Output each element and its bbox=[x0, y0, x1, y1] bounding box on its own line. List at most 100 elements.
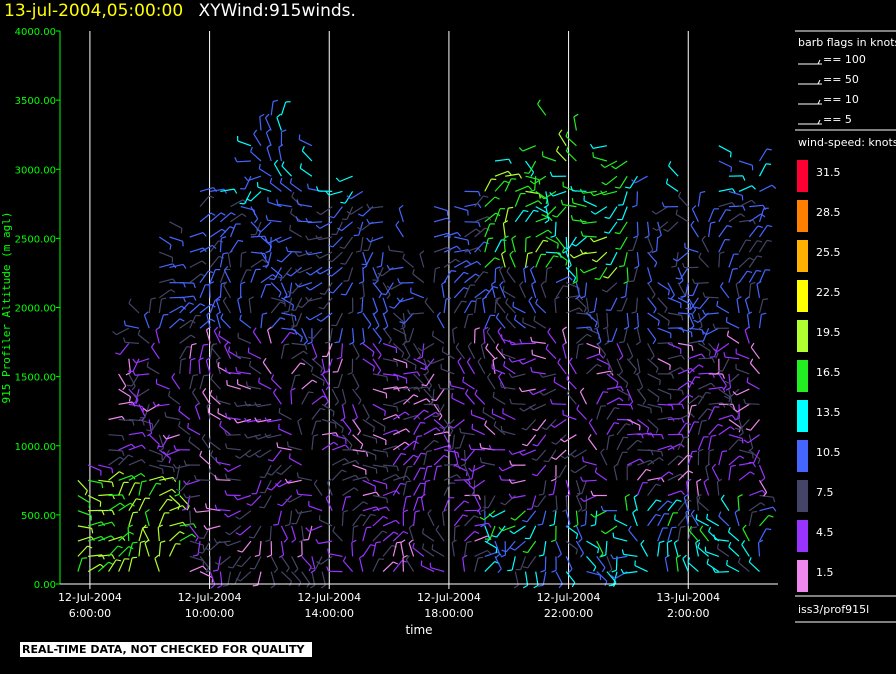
wind-barb-flag bbox=[508, 339, 513, 345]
wind-barb-flag bbox=[508, 450, 513, 455]
wind-barb-staff bbox=[188, 440, 201, 451]
wind-barb-staff bbox=[158, 498, 168, 512]
wind-barb-flag bbox=[570, 453, 575, 458]
wind-barb-flag bbox=[509, 460, 513, 466]
wind-barb-flag bbox=[334, 401, 339, 406]
wind-barb-staff bbox=[728, 373, 740, 384]
wind-barb-staff bbox=[343, 236, 354, 249]
wind-barb-flag bbox=[455, 342, 460, 348]
wind-barb-staff bbox=[572, 219, 587, 223]
wind-barb-staff bbox=[616, 388, 630, 397]
wind-barb-staff bbox=[323, 297, 333, 310]
wind-barb-staff bbox=[626, 458, 641, 466]
wind-barb-flag bbox=[599, 575, 602, 581]
wind-barb-flag bbox=[691, 313, 695, 319]
wind-barb-flag bbox=[264, 417, 269, 423]
wind-barb-flag bbox=[374, 279, 379, 285]
wind-barb-staff bbox=[402, 312, 406, 327]
wind-barb-staff bbox=[189, 510, 192, 525]
wind-barb-flag bbox=[482, 296, 488, 300]
wind-barb-flag bbox=[325, 190, 330, 196]
wind-barb-staff bbox=[372, 403, 386, 412]
wind-barb-staff bbox=[413, 482, 421, 496]
wind-barb-flag bbox=[205, 503, 208, 509]
wind-barb-staff bbox=[562, 329, 567, 344]
wind-barb-staff bbox=[576, 408, 587, 420]
wind-barb-flag bbox=[315, 270, 321, 275]
wind-barb-staff bbox=[443, 449, 459, 454]
wind-barb-staff bbox=[484, 286, 494, 299]
wind-barb-flag bbox=[553, 255, 559, 258]
wind-barb-staff bbox=[450, 385, 465, 390]
wind-barb-staff bbox=[471, 414, 486, 421]
wind-barb-flag bbox=[414, 440, 419, 445]
wind-barb-staff bbox=[667, 282, 675, 296]
wind-barb-flag bbox=[522, 443, 528, 447]
speed-label: 25.5 bbox=[816, 246, 841, 259]
wind-barb-flag bbox=[128, 298, 132, 304]
wind-barb-staff bbox=[319, 266, 333, 275]
wind-barb-flag bbox=[681, 403, 685, 410]
wind-barb-flag bbox=[714, 372, 720, 376]
wind-barb-staff bbox=[77, 479, 88, 492]
wind-barb-flag bbox=[115, 352, 121, 355]
wind-barb-staff bbox=[586, 363, 598, 375]
wind-barb-staff bbox=[199, 284, 206, 299]
wind-barb-flag bbox=[495, 297, 500, 303]
wind-barb-staff bbox=[647, 419, 659, 430]
wind-barb-flag bbox=[223, 281, 228, 286]
wind-barb-staff bbox=[240, 269, 248, 283]
wind-barb-flag bbox=[532, 443, 538, 447]
wind-barb-staff bbox=[264, 464, 272, 478]
wind-barb-staff bbox=[735, 368, 750, 375]
wind-barb-staff bbox=[540, 284, 547, 299]
wind-barb-flag bbox=[675, 277, 681, 280]
wind-barb-staff bbox=[480, 344, 486, 359]
wind-barb-staff bbox=[474, 557, 479, 572]
wind-barb-flag bbox=[594, 277, 600, 280]
wind-barb-flag bbox=[527, 185, 533, 191]
wind-barb-flag bbox=[437, 404, 440, 410]
wind-barb-flag bbox=[462, 376, 465, 382]
wind-barb-flag bbox=[620, 295, 626, 299]
wind-barb-flag bbox=[404, 411, 410, 416]
wind-barb-flag bbox=[188, 302, 195, 306]
wind-barb-staff bbox=[583, 494, 597, 502]
wind-barb-flag bbox=[305, 527, 310, 532]
wind-barb-flag bbox=[108, 561, 114, 566]
wind-barb-staff bbox=[413, 452, 422, 466]
wind-barb-flag bbox=[436, 465, 442, 468]
y-tick-label: 500.00 bbox=[21, 511, 56, 522]
wind-barb-flag bbox=[447, 448, 453, 451]
wind-barb-flag bbox=[370, 513, 376, 517]
wind-barb-flag bbox=[568, 276, 573, 281]
wind-barb-staff bbox=[257, 571, 262, 586]
wind-barb-flag bbox=[720, 494, 725, 500]
wind-barb-flag bbox=[567, 264, 572, 270]
wind-barb-flag bbox=[611, 165, 616, 170]
wind-barb-staff bbox=[691, 208, 699, 223]
wind-barb-flag bbox=[772, 506, 777, 512]
wind-barb-flag bbox=[217, 362, 220, 368]
wind-barb-staff bbox=[647, 236, 654, 251]
wind-barb-staff bbox=[714, 343, 720, 357]
wind-barb-flag bbox=[561, 247, 566, 253]
wind-barb-staff bbox=[321, 388, 329, 402]
wind-barb-staff bbox=[271, 464, 282, 476]
wind-barb-staff bbox=[159, 488, 173, 497]
wind-barb-flag bbox=[129, 531, 134, 535]
wind-barb-staff bbox=[708, 423, 719, 436]
wind-barb-flag bbox=[767, 224, 773, 228]
wind-barb-flag bbox=[752, 462, 757, 468]
wind-barb-staff bbox=[189, 344, 193, 359]
wind-barb-flag bbox=[157, 445, 163, 448]
wind-barb-staff bbox=[555, 251, 568, 262]
wind-barb-staff bbox=[537, 495, 547, 508]
wind-barb-staff bbox=[636, 312, 639, 328]
wind-barb-flag bbox=[223, 188, 228, 194]
wind-barb-flag bbox=[508, 158, 512, 164]
wind-barb-flag bbox=[540, 280, 546, 286]
wind-barb-flag bbox=[765, 163, 772, 165]
wind-barb-staff bbox=[321, 358, 326, 373]
wind-barb-flag bbox=[523, 209, 529, 213]
